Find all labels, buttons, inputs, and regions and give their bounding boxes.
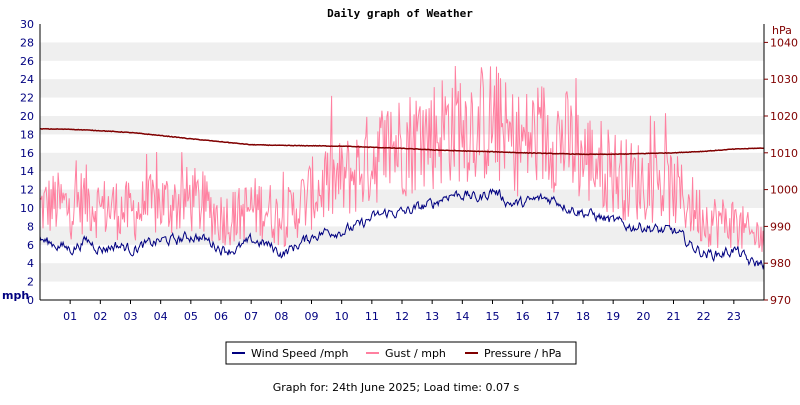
- right-axis-unit: hPa: [772, 24, 792, 37]
- pressure-series: [40, 127, 765, 156]
- wind-speed-series: [39, 188, 765, 271]
- left-tick-label: 18: [20, 128, 34, 141]
- right-axis-ticks: 970 980 990 1000 1010 1020 1030 1040: [764, 36, 798, 307]
- x-axis-ticks: 01 02 03 04 05 06 07 08 09 10 11 12 13 14 15 16 17 18 19 20…: [63, 300, 741, 323]
- grid-band: [40, 79, 764, 98]
- right-tick-label: 1010: [770, 147, 798, 160]
- right-tick-label: 1000: [770, 184, 798, 197]
- x-tick-label: 22: [697, 310, 711, 323]
- legend: Wind Speed /mph Gust / mph Pressure / hP…: [225, 341, 577, 365]
- x-tick-label: 15: [486, 310, 500, 323]
- left-tick-label: 30: [20, 18, 34, 31]
- footer-info: Graph for: 24th June 2025; Load time: 0.…: [273, 381, 520, 394]
- x-tick-label: 01: [63, 310, 77, 323]
- x-tick-label: 23: [727, 310, 741, 323]
- right-tick-label: 980: [770, 257, 791, 270]
- x-tick-label: 14: [455, 310, 469, 323]
- left-tick-label: 16: [20, 147, 34, 160]
- left-tick-label: 20: [20, 110, 34, 123]
- right-tick-label: 1020: [770, 110, 798, 123]
- x-tick-label: 16: [516, 310, 530, 323]
- left-tick-label: 10: [20, 202, 34, 215]
- grid-band: [40, 226, 764, 245]
- x-tick-label: 18: [576, 310, 590, 323]
- left-tick-label: 12: [20, 184, 34, 197]
- grid-band: [40, 116, 764, 135]
- x-tick-label: 06: [214, 310, 228, 323]
- x-tick-label: 17: [546, 310, 560, 323]
- plot-bands: [40, 24, 764, 300]
- x-tick-label: 07: [244, 310, 258, 323]
- x-tick-label: 08: [274, 310, 288, 323]
- right-tick-label: 990: [770, 220, 791, 233]
- left-tick-label: 14: [20, 165, 34, 178]
- grid-band: [40, 263, 764, 282]
- left-tick-label: 4: [27, 257, 34, 270]
- left-tick-label: 2: [27, 276, 34, 289]
- right-tick-label: 970: [770, 294, 791, 307]
- x-tick-label: 21: [667, 310, 681, 323]
- grid-band: [40, 42, 764, 61]
- x-tick-label: 12: [395, 310, 409, 323]
- right-tick-label: 1030: [770, 73, 798, 86]
- left-tick-label: 6: [27, 239, 34, 252]
- chart-title: Daily graph of Weather: [327, 7, 473, 20]
- x-tick-label: 20: [636, 310, 650, 323]
- x-tick-label: 10: [335, 310, 349, 323]
- gust-line: [39, 65, 765, 252]
- left-tick-label: 0: [27, 294, 34, 307]
- pressure-line: [40, 127, 765, 156]
- legend-label-wind: Wind Speed /mph: [251, 347, 349, 360]
- left-tick-label: 22: [20, 92, 34, 105]
- x-tick-label: 02: [93, 310, 107, 323]
- x-tick-label: 09: [305, 310, 319, 323]
- gust-series: [39, 65, 765, 252]
- x-tick-label: 11: [365, 310, 379, 323]
- legend-label-gust: Gust / mph: [385, 347, 446, 360]
- x-tick-label: 03: [124, 310, 138, 323]
- x-tick-label: 19: [606, 310, 620, 323]
- wind-speed-line: [39, 188, 765, 271]
- left-tick-label: 26: [20, 55, 34, 68]
- legend-box: [225, 341, 577, 365]
- x-tick-label: 04: [154, 310, 168, 323]
- x-tick-label: 05: [184, 310, 198, 323]
- legend-label-pressure: Pressure / hPa: [484, 347, 562, 360]
- right-tick-label: 1040: [770, 36, 798, 49]
- x-tick-label: 13: [425, 310, 439, 323]
- left-tick-label: 8: [27, 220, 34, 233]
- left-tick-label: 28: [20, 36, 34, 49]
- left-axis-unit: mph: [2, 289, 29, 302]
- left-tick-label: 24: [20, 73, 34, 86]
